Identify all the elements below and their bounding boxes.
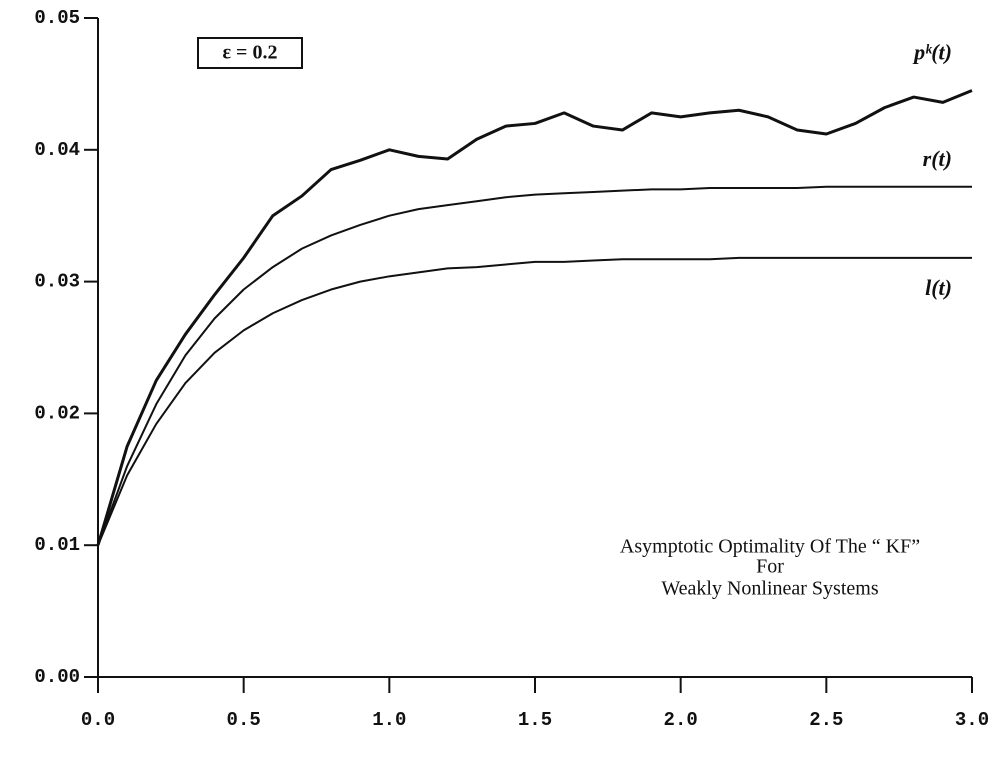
- x-tick-label: 1.5: [518, 709, 552, 731]
- x-tick-label: 1.0: [372, 709, 406, 731]
- annotation: Asymptotic Optimality Of The “ KF”: [620, 536, 920, 558]
- line-series: [97, 185, 972, 546]
- y-tick-label: 0.03: [34, 271, 80, 293]
- annotation: Weakly Nonlinear Systems: [661, 578, 878, 600]
- series-label: l(t): [925, 275, 952, 300]
- y-tick-label: 0.05: [34, 7, 80, 29]
- x-tick-label: 0.0: [81, 709, 115, 731]
- line-series: [96, 89, 973, 546]
- annotation-box: [197, 37, 303, 69]
- y-tick-label: 0.00: [34, 666, 80, 688]
- y-tick-label: 0.04: [34, 139, 80, 161]
- series-label: pᵏ(t): [912, 40, 952, 65]
- annotation: For: [756, 556, 784, 578]
- y-tick-label: 0.02: [34, 402, 80, 424]
- line-series: [97, 256, 972, 546]
- x-tick-label: 3.0: [955, 709, 989, 731]
- x-tick-label: 2.0: [664, 709, 698, 731]
- x-tick-label: 0.5: [227, 709, 261, 731]
- series-label: r(t): [923, 146, 952, 171]
- y-tick-label: 0.01: [34, 534, 80, 556]
- annotation: ε = 0.2: [223, 42, 278, 64]
- x-tick-label: 2.5: [809, 709, 843, 731]
